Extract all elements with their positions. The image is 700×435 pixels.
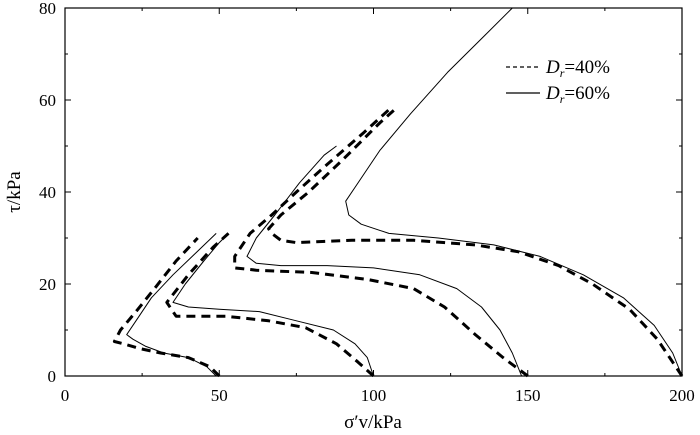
- legend: Dr=40% Dr=60%: [506, 57, 610, 106]
- y-tick-label: 40: [39, 183, 56, 202]
- legend-subscript: r: [560, 66, 565, 80]
- legend-symbol: D: [545, 57, 560, 78]
- x-tick-label: 200: [669, 386, 695, 405]
- plot-area: [64, 7, 684, 378]
- series-dr60-curve: [246, 145, 523, 377]
- legend-symbol: D: [545, 83, 560, 104]
- y-axis-label: τ/kPa: [4, 171, 25, 213]
- y-tick-labels: 0 20 40 60 80: [39, 0, 56, 386]
- y-tick-label: 80: [39, 0, 56, 18]
- x-tick-label: 50: [211, 386, 228, 405]
- y-tick-label: 0: [48, 367, 57, 386]
- x-tick-label: 0: [61, 386, 70, 405]
- x-tick-label: 100: [361, 386, 387, 405]
- y-tick-label: 20: [39, 275, 56, 294]
- legend-label: Dr=60%: [545, 83, 610, 106]
- series-dr60-curve: [172, 233, 374, 377]
- x-axis-label: σ′v/kPa: [344, 412, 402, 433]
- series-layer: [112, 7, 684, 378]
- legend-value: =40%: [564, 57, 610, 78]
- legend-subscript: r: [560, 92, 565, 106]
- y-tick-label: 60: [39, 91, 56, 110]
- series-dr60-curve: [126, 233, 217, 377]
- series-dr40-curve: [267, 108, 684, 377]
- series-dr40-curve: [165, 232, 375, 378]
- legend-value: =60%: [564, 83, 610, 104]
- legend-label: Dr=40%: [545, 57, 610, 80]
- x-tick-label: 150: [515, 386, 541, 405]
- series-dr60-curve: [345, 7, 683, 377]
- x-tick-labels: 0 50 100 150 200: [61, 386, 695, 405]
